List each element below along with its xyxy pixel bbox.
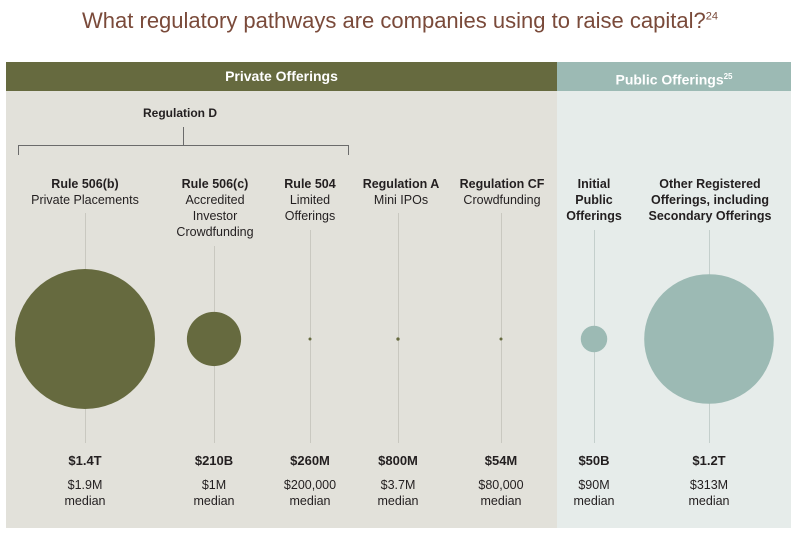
- bubble-regulation-cf: [499, 337, 503, 341]
- bubble-rule-506b: [15, 269, 155, 409]
- column-header-regulation-a: Regulation A Mini IPOs: [362, 177, 440, 207]
- bubble-rule-504: [308, 337, 312, 341]
- bubble-initial-public-offerings: [580, 325, 608, 353]
- column-header-rule-506b: Rule 506(b) Private Placements: [31, 177, 139, 207]
- private-offerings-header: Private Offerings: [6, 62, 557, 91]
- amount-regulation-a: $800M: [378, 453, 418, 468]
- amount-rule-506b: $1.4T: [68, 453, 102, 468]
- chart-title: What regulatory pathways are companies u…: [82, 8, 718, 33]
- amount-rule-504: $260M: [290, 453, 330, 468]
- median-rule-506c: $1M median: [193, 478, 235, 508]
- regulation-d-bracket: [18, 145, 349, 146]
- median-rule-504: $200,000 median: [283, 478, 337, 508]
- bubble-regulation-a: [396, 337, 400, 341]
- regulation-d-bracket-left: [18, 145, 19, 155]
- guide-line-regulation-cf: [501, 213, 502, 443]
- public-footnote: 25: [723, 72, 733, 81]
- regulation-d-bracket-stem: [183, 127, 184, 145]
- column-header-initial-public-offerings: Initial Public Offerings: [566, 177, 622, 223]
- median-other-registered-offerings: $313M median: [688, 478, 730, 508]
- median-initial-public-offerings: $90M median: [573, 478, 615, 508]
- title-footnote: 24: [705, 10, 718, 23]
- amount-other-registered-offerings: $1.2T: [692, 453, 726, 468]
- median-regulation-a: $3.7M median: [377, 478, 419, 508]
- amount-rule-506c: $210B: [194, 453, 234, 468]
- median-rule-506b: $1.9M median: [64, 478, 106, 508]
- column-header-regulation-cf: Regulation CF Crowdfunding: [459, 177, 545, 207]
- column-header-rule-506c: Rule 506(c) Accredited Investor Crowdfun…: [176, 177, 254, 239]
- guide-line-rule-504: [310, 230, 311, 443]
- amount-regulation-cf: $54M: [484, 453, 518, 468]
- guide-line-regulation-a: [398, 213, 399, 443]
- public-offerings-header: Public Offerings25: [557, 62, 791, 91]
- bubble-rule-506c: [186, 311, 242, 367]
- amount-initial-public-offerings: $50B: [578, 453, 610, 468]
- column-header-other-registered-offerings: Other Registered Offerings, including Se…: [648, 177, 772, 223]
- bubble-other-registered-offerings: [644, 274, 774, 404]
- regulation-d-label: Regulation D: [143, 106, 217, 120]
- column-header-rule-504: Rule 504 Limited Offerings: [284, 177, 336, 223]
- median-regulation-cf: $80,000 median: [478, 478, 524, 508]
- regulation-d-bracket-right: [348, 145, 349, 155]
